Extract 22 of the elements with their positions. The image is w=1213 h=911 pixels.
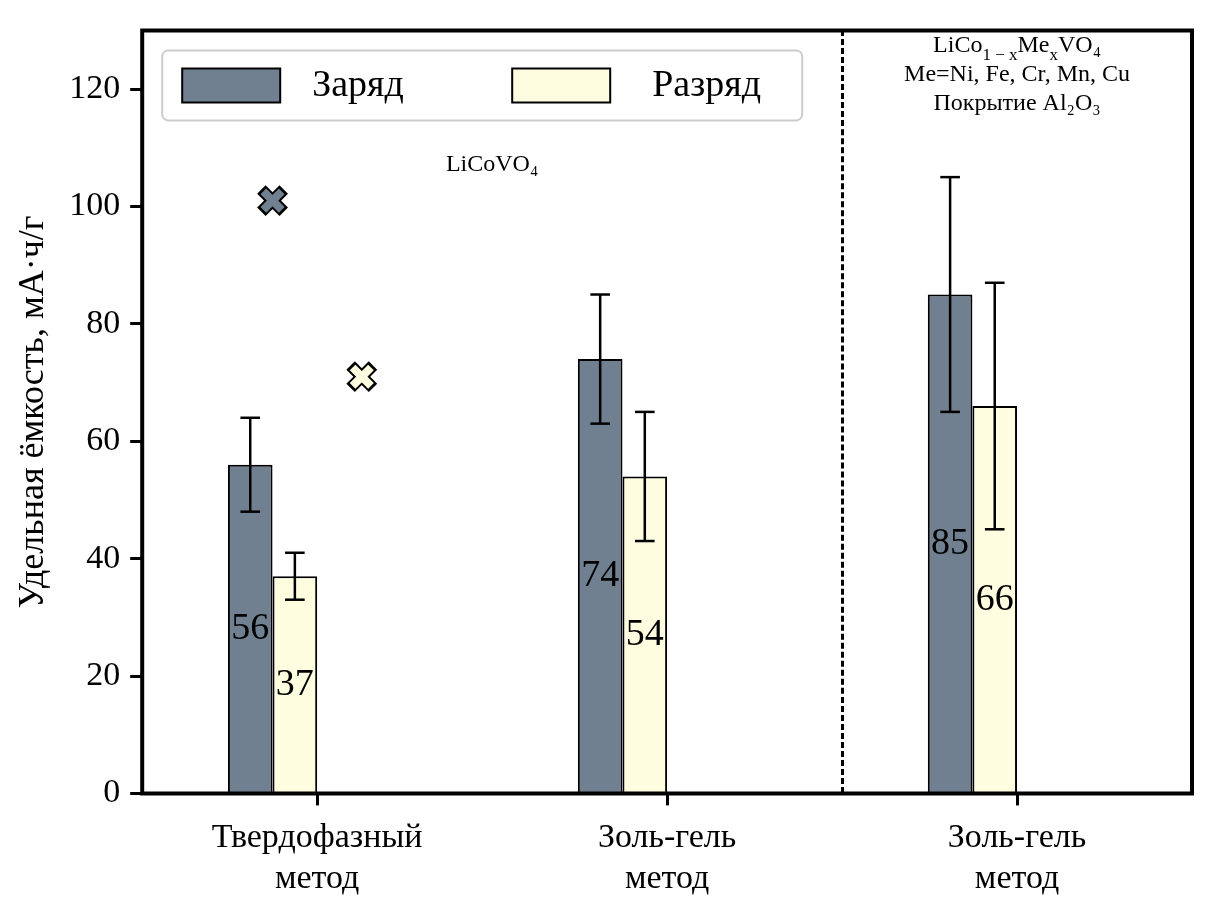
x-tick-label: Твердофазный метод [211,816,423,895]
data-label: 37 [275,660,314,703]
y-axis-title: Удельная ёмкость, мА·ч/г [11,215,52,609]
data-label: 66 [975,575,1014,618]
annotation: Me=Ni, Fe, Cr, Mn, Cu [904,60,1130,87]
x-tick-label: Золь-гель метод [597,816,737,895]
data-label: 54 [625,610,664,653]
y-tick-label: 60 [86,420,121,458]
legend-label: Разряд [652,62,762,105]
y-tick-label: 80 [86,302,121,340]
data-label: 85 [931,519,970,562]
y-tick-label: 40 [86,537,121,575]
y-tick-label: 20 [86,654,121,692]
legend-label: Заряд [312,62,404,105]
annotation: Покрытие Al₂O₃ [933,89,1101,116]
x-tick-label: Золь-гель метод [947,816,1087,895]
annotation: LiCoVO₄ [445,150,539,177]
y-tick-label: 120 [69,68,121,106]
y-tick-label: 100 [69,185,121,223]
y-tick-label: 0 [103,772,121,810]
data-label: 56 [231,605,270,648]
data-label: 74 [581,552,620,595]
